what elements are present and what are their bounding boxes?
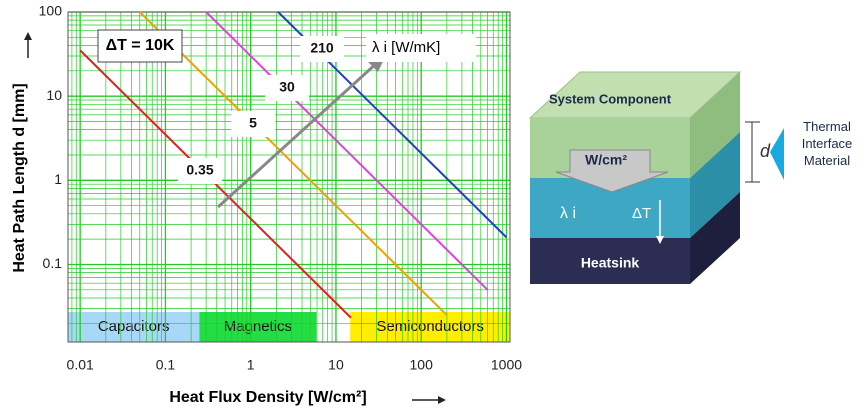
annotation: λ i [W/mK]	[372, 39, 440, 56]
x-axis-label: Heat Flux Density [W/cm²]	[169, 389, 366, 406]
line	[79, 49, 352, 319]
tim-label-box: Thermal Interface Material	[801, 119, 853, 168]
x-tick-label: 10	[328, 357, 344, 373]
region-label: Capacitors	[98, 318, 170, 335]
region	[68, 312, 200, 342]
series-label: 210	[310, 40, 334, 56]
y-axis-label: Heat Path Length d [mm]	[11, 83, 28, 272]
plot-area	[68, 12, 510, 342]
flux-arrow	[555, 149, 669, 193]
series-label: 5	[249, 115, 257, 131]
flux-label: W/cm²	[585, 152, 627, 168]
x-tick-label: 1000	[491, 357, 522, 373]
region	[199, 312, 317, 342]
tim-side	[690, 132, 740, 238]
x-tick-label: 1	[247, 357, 255, 373]
region-label: Semiconductors	[376, 318, 484, 335]
d-label: d	[760, 141, 771, 161]
delta-label: ΔT	[632, 205, 651, 222]
series-label-box	[178, 158, 222, 184]
series-label-box	[265, 75, 309, 101]
x-axis-arrow-head	[438, 396, 446, 404]
y-tick-label: 100	[39, 3, 63, 19]
bottom-label: Heatsink	[581, 255, 640, 271]
line	[139, 11, 448, 316]
line	[205, 11, 489, 291]
y-axis-arrow-head	[24, 32, 32, 40]
series-label: 30	[279, 79, 295, 95]
trend-arrow	[216, 60, 380, 209]
top-label: System Component	[549, 91, 672, 106]
plot-border	[67, 11, 511, 343]
series-label-box	[231, 111, 275, 137]
y-tick-label: 10	[46, 87, 62, 103]
diagram: System Component W/cm² d Thermal Interfa…	[528, 71, 853, 284]
annotation-box	[366, 34, 476, 62]
y-tick-label: 0.1	[43, 255, 63, 271]
annotation: ΔT = 10K	[106, 37, 175, 54]
tim-pointer	[770, 128, 784, 180]
y-tick-label: 1	[54, 171, 62, 187]
conductivity-label: λ i	[560, 205, 576, 222]
x-tick-label: 0.1	[156, 357, 176, 373]
tim-label: Thermal Interface Material	[801, 119, 853, 168]
series-label: 0.35	[186, 162, 213, 178]
series-label-box	[300, 36, 344, 62]
annotation-box	[97, 29, 183, 63]
component-side	[690, 72, 740, 178]
heatsink-side	[690, 192, 740, 284]
x-tick-label: 0.01	[67, 357, 94, 373]
x-tick-label: 100	[410, 357, 434, 373]
heatsink-front	[530, 238, 690, 284]
chart: Capacitors Magnetics Semiconductors 0.01 0.1…	[11, 3, 522, 407]
delta-arrow-head	[656, 236, 664, 244]
region-label: Magnetics	[224, 318, 292, 335]
